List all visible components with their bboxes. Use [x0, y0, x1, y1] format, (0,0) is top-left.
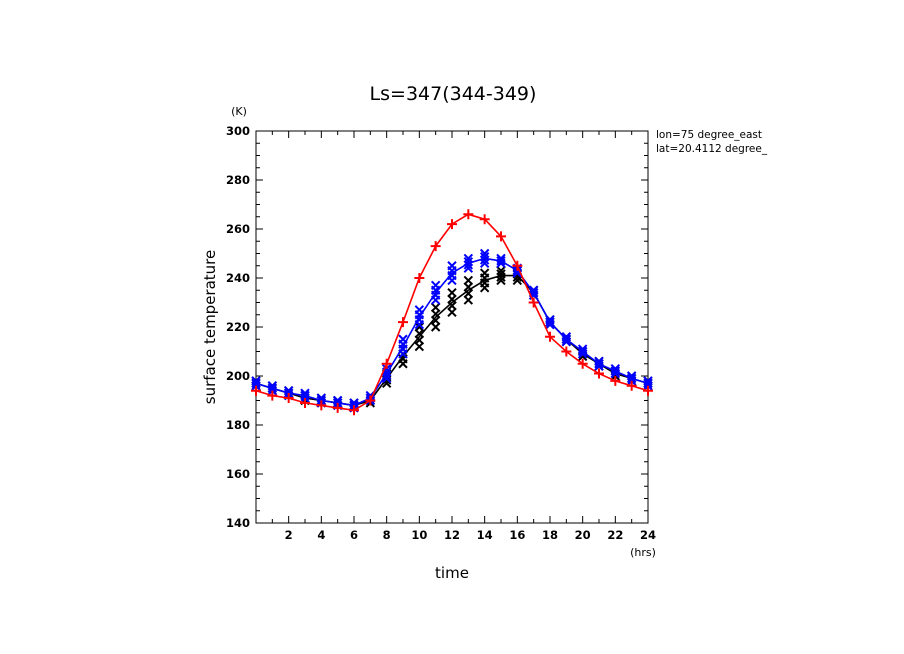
- x-tick-label: 6: [350, 528, 358, 542]
- x-tick-label: 8: [383, 528, 391, 542]
- y-tick-label: 220: [226, 320, 250, 334]
- series-1-point: [496, 253, 506, 264]
- series-0-point: [414, 322, 425, 332]
- series-1-point: [479, 248, 490, 259]
- y-tick-label: 200: [226, 369, 250, 383]
- x-tick-label: 2: [285, 528, 293, 542]
- y-unit-label: (K): [231, 105, 247, 118]
- y-tick-label: 160: [226, 467, 250, 481]
- series-2-point: [463, 209, 474, 220]
- series-2-point: [414, 273, 425, 283]
- x-axis-label: time: [435, 564, 469, 582]
- series-0-point: [463, 275, 474, 286]
- series-0-line: [255, 274, 649, 407]
- series-2-point: [316, 400, 327, 411]
- series-2-point: [381, 358, 392, 369]
- series-0-point: [496, 269, 506, 279]
- x-tick-label: 24: [640, 528, 656, 542]
- y-tick-label: 300: [226, 124, 250, 138]
- series-2-point: [349, 405, 359, 416]
- series-2-point: [398, 317, 408, 328]
- series-1-point: [479, 252, 490, 262]
- series-2-point: [594, 368, 604, 379]
- series-2-point: [496, 231, 506, 242]
- series-1-point: [626, 371, 637, 381]
- series-2-point: [577, 358, 588, 369]
- series-1-point: [447, 261, 457, 271]
- series-2-point: [332, 402, 343, 413]
- y-tick-label: 140: [226, 516, 250, 530]
- series-1-point: [561, 334, 572, 344]
- series-0-point: [479, 268, 490, 278]
- plot-frame: [255, 130, 649, 524]
- y-tick-label: 180: [226, 418, 250, 432]
- x-tick-label: 10: [411, 528, 427, 542]
- series-2-point: [447, 219, 457, 230]
- x-unit-label: (hrs): [630, 546, 656, 559]
- series-2-point: [300, 397, 310, 408]
- series-2-point: [251, 385, 261, 396]
- annotation-lat: lat=20.4112 degree_: [656, 143, 768, 155]
- series-1-point: [496, 256, 506, 266]
- series-0-point: [430, 302, 441, 313]
- series-1-point: [594, 356, 604, 367]
- x-tick-label: 16: [509, 528, 525, 542]
- x-tick-label: 18: [542, 528, 558, 542]
- series-1-point: [316, 393, 327, 403]
- series-2-point: [430, 241, 441, 252]
- series-1-point: [610, 363, 621, 374]
- series-1-point: [545, 314, 555, 325]
- series-1-point: [251, 376, 261, 386]
- series-0-point: [447, 287, 457, 298]
- series-2-point: [479, 214, 490, 225]
- series-1-point: [283, 385, 294, 396]
- series-1-point: [251, 378, 261, 389]
- series-1-point: [300, 388, 310, 398]
- series-1-point: [528, 285, 539, 295]
- series-2-point: [626, 380, 637, 391]
- y-tick-label: 260: [226, 222, 250, 236]
- series-1-point: [414, 305, 425, 315]
- series-1-point: [267, 381, 278, 391]
- series-2-point: [643, 385, 653, 396]
- y-tick-label: 240: [226, 271, 250, 285]
- series-2-point: [267, 390, 278, 401]
- series-2-point: [610, 375, 621, 386]
- plot-area: 2 4 6 8 10 12 14 16 18 20 22 2414016018020022024026…: [226, 124, 656, 542]
- x-tick-label: 14: [477, 528, 493, 542]
- series-1-point: [398, 334, 408, 344]
- series-1-point: [300, 390, 310, 401]
- series-1-point: [463, 256, 474, 267]
- chart-title: Ls=347(344-349): [370, 83, 537, 105]
- x-tick-label: 4: [317, 528, 325, 542]
- series-1-point: [626, 373, 637, 384]
- series-0-point: [496, 265, 506, 276]
- series-2-point: [283, 393, 294, 404]
- annotation-lon: lon=75 degree_east: [656, 129, 762, 141]
- series-2-point: [365, 395, 376, 406]
- series-1-point: [610, 366, 621, 376]
- series-1-point: [267, 383, 278, 393]
- series-1-point: [577, 344, 588, 354]
- series-1-point: [594, 359, 604, 369]
- series-1-point: [643, 378, 653, 389]
- series-1-point: [463, 253, 474, 264]
- series-1-point: [545, 317, 555, 327]
- series-1-point: [561, 332, 572, 342]
- x-tick-label: 12: [444, 528, 460, 542]
- series-2-point: [545, 331, 555, 342]
- y-tick-label: 280: [226, 173, 250, 187]
- series-1-point: [430, 280, 441, 291]
- y-axis-label: surface temperature: [201, 250, 219, 405]
- series-1-point: [643, 376, 653, 386]
- series-1-point: [577, 346, 588, 357]
- series-1-point: [349, 398, 359, 408]
- series-2-point: [528, 297, 539, 308]
- x-tick-label: 20: [575, 528, 591, 542]
- series-2-point: [561, 346, 572, 357]
- x-tick-label: 22: [607, 528, 623, 542]
- series-1-point: [332, 395, 343, 406]
- series-2-point: [512, 260, 523, 271]
